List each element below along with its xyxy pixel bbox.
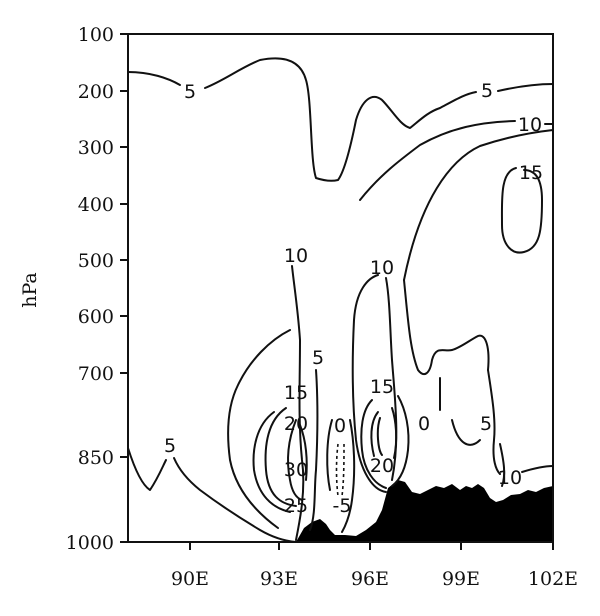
y-axis: 100 200 300 400 500 600 700 850 1000 hPa <box>19 24 128 554</box>
x-axis: 90E 93E 96E 99E 102E <box>171 542 578 590</box>
contour-label: 0 <box>418 413 430 435</box>
contour-10-left <box>291 265 305 541</box>
contour-lines <box>127 57 554 543</box>
contour-label: -5 <box>333 495 352 517</box>
contour-5-top <box>127 71 181 86</box>
y-axis-title: hPa <box>19 272 41 308</box>
plot-area-frame <box>127 33 554 543</box>
contour-label: 25 <box>284 495 308 517</box>
contour-labels: 5 5 10 15 5 10 10 5 15 15 20 0 30 25 -5 … <box>164 80 543 517</box>
contour-label: 10 <box>498 467 522 489</box>
x-tick-label: 90E <box>171 568 209 590</box>
contour-label: 15 <box>519 162 543 184</box>
y-tick-label: 300 <box>78 137 114 159</box>
y-tick-label: 100 <box>78 24 114 46</box>
contour-label: 5 <box>184 81 196 103</box>
contour-label: 10 <box>370 257 394 279</box>
contour-label: 15 <box>284 382 308 404</box>
contour-label: 30 <box>284 459 308 481</box>
y-tick-label: 1000 <box>66 532 114 554</box>
y-tick-label: 850 <box>78 447 114 469</box>
x-tick-label: 99E <box>442 568 480 590</box>
contour-label: 10 <box>284 245 308 267</box>
y-tick-label: 500 <box>78 250 114 272</box>
contour-label: 20 <box>370 455 394 477</box>
y-tick-label: 400 <box>78 194 114 216</box>
terrain <box>296 480 553 542</box>
y-tick-label: 700 <box>78 363 114 385</box>
contour-label: 5 <box>480 413 492 435</box>
contour-label: 5 <box>481 80 493 102</box>
x-tick-label: 93E <box>260 568 298 590</box>
contour-label: 0 <box>334 415 346 437</box>
y-tick-label: 600 <box>78 306 114 328</box>
contour-label: 20 <box>284 413 308 435</box>
x-tick-label: 96E <box>351 568 389 590</box>
contour-label: 5 <box>164 435 176 457</box>
x-tick-label: 102E <box>528 568 578 590</box>
y-tick-label: 200 <box>78 81 114 103</box>
contour-label: 5 <box>312 347 324 369</box>
contour-5-lower-left <box>127 447 167 491</box>
contour-label: 10 <box>518 114 542 136</box>
contour-label: 15 <box>370 376 394 398</box>
